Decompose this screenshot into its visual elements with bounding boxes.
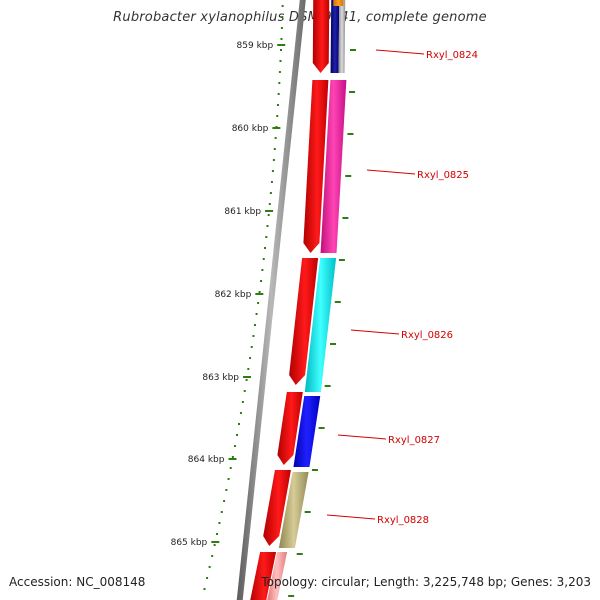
label-leader-line — [375, 49, 425, 55]
kbp-scale: 859 kbp 860 kbp 861 kbp 862 kbp 863 kbp 864 k… — [171, 5, 356, 597]
gene-label: Rxyl_0827 — [388, 435, 440, 446]
gene-block — [338, 0, 346, 73]
genome-summary: Topology: circular; Length: 3,225,748 bp… — [261, 575, 591, 589]
cds-arrow — [289, 258, 319, 385]
gene-label: Rxyl_0826 — [401, 330, 453, 341]
gene-block — [330, 0, 340, 73]
gene-label: Rxyl_0828 — [377, 515, 429, 526]
cds-arrow — [312, 0, 330, 73]
cds-arrow — [277, 392, 303, 465]
label-leader-line — [337, 434, 387, 440]
gene-block — [333, 0, 344, 6]
gene-labels: Rxyl_0824 Rxyl_0825 Rxyl_0826 Rxyl_0827 Rxyl… — [326, 49, 478, 526]
gene-block — [278, 472, 309, 548]
scale-label: 864 kbp — [188, 455, 225, 465]
feature-track — [236, 0, 347, 600]
gene-block — [293, 396, 321, 467]
accession-text: Accession: NC_008148 — [9, 575, 146, 589]
label-leader-line — [366, 169, 416, 175]
label-leader-line — [350, 329, 400, 335]
cds-arrow-pale — [267, 552, 288, 600]
backbone-line — [236, 0, 306, 600]
gene-label: Rxyl_0825 — [417, 170, 469, 181]
scale-label: 861 kbp — [224, 207, 261, 217]
cds-arrow — [263, 470, 291, 546]
cds-arrow — [250, 552, 277, 600]
scale-label: 862 kbp — [215, 290, 252, 300]
cds-arrow — [303, 80, 329, 253]
gene-block — [320, 80, 347, 253]
label-leader-line — [326, 514, 376, 520]
gene-block — [304, 258, 337, 392]
gene-label: Rxyl_0824 — [426, 50, 478, 61]
scale-label: 859 kbp — [237, 41, 274, 51]
scale-label: 860 kbp — [232, 124, 269, 134]
scale-label: 865 kbp — [171, 538, 208, 548]
scale-label: 863 kbp — [202, 373, 239, 383]
